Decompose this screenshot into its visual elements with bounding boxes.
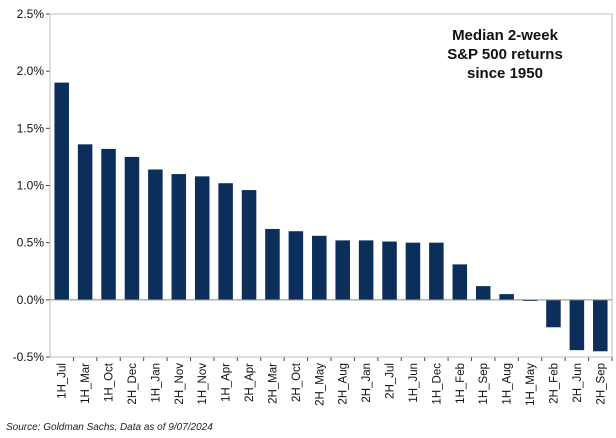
- source-note: Source: Goldman Sachs, Data as of 9/07/2…: [6, 422, 213, 433]
- plot-frame: [49, 13, 613, 358]
- y-tick-label: -0.5%: [13, 350, 45, 364]
- bar-2h-oct: [288, 231, 304, 300]
- chart-title: Median 2-week S&P 500 returns since 1950: [420, 26, 590, 83]
- x-tick-label: 2H_Apr: [244, 363, 256, 402]
- bar-2h-jun: [569, 299, 585, 351]
- bar-1h-feb: [452, 264, 468, 300]
- bar-2h-dec: [124, 156, 140, 300]
- x-tick-label: 2H_May: [314, 363, 326, 406]
- y-axis-ticks: 2.5% 2.0% 1.5% 1.0% 0.5% 0.0% -0.5%: [13, 7, 50, 364]
- bar-1h-jun: [405, 242, 421, 300]
- x-tick-label: 1H_Dec: [431, 363, 443, 405]
- bar-2h-mar: [265, 228, 280, 300]
- chart-title-line-2: S&P 500 returns: [447, 46, 563, 63]
- x-tick-label: 2H_Mar: [267, 363, 279, 404]
- bars: [54, 82, 608, 352]
- x-tick-label: 2H_Aug: [338, 363, 350, 405]
- y-tick-label: 2.0%: [17, 64, 45, 78]
- bar-1h-dec: [429, 242, 444, 300]
- bar-1h-oct: [101, 148, 116, 300]
- x-tick-label: 1H_Nov: [197, 363, 209, 405]
- y-tick-label: 1.5%: [17, 121, 45, 135]
- x-tick-label: 1H_Mar: [80, 363, 92, 404]
- x-tick-label: 2H_Sep: [595, 363, 607, 405]
- bar-1h-aug: [499, 294, 514, 300]
- bar-2h-nov: [171, 174, 187, 300]
- bar-1h-jan: [148, 169, 163, 300]
- y-tick-label: 0.0%: [17, 293, 45, 307]
- bar-2h-may: [312, 235, 327, 300]
- x-tick-label: 2H_Oct: [291, 362, 303, 402]
- x-tick-label: 2H_Jul: [385, 363, 397, 399]
- x-tick-label: 1H_Jan: [150, 363, 162, 403]
- x-tick-label: 1H_Feb: [455, 363, 467, 404]
- bar-1h-sep: [475, 286, 491, 300]
- axes: [49, 13, 613, 358]
- x-tick-label: 1H_Apr: [221, 363, 233, 402]
- x-tick-label: 2H_Jun: [572, 363, 584, 403]
- x-tick-label: 2H_Dec: [127, 363, 139, 405]
- x-tick-label: 1H_Oct: [104, 362, 116, 402]
- bar-1h-may: [522, 299, 538, 301]
- chart-title-line-1: Median 2-week: [452, 27, 558, 44]
- bar-2h-jan: [358, 240, 374, 300]
- bar-2h-sep: [593, 299, 608, 352]
- x-axis-labels: 1H_Jul 1H_Mar 1H_Oct 2H_Dec 1H_Jan 2H_Nov 1H_N…: [57, 357, 613, 406]
- y-tick-label: 0.5%: [17, 236, 45, 250]
- bar-1h-nov: [194, 176, 210, 300]
- bar-2h-aug: [335, 240, 350, 300]
- bar-2h-jul: [382, 241, 397, 300]
- x-tick-label: 2H_Jan: [361, 363, 373, 403]
- x-tick-label: 1H_Sep: [478, 363, 490, 405]
- bar-1h-apr: [218, 183, 233, 300]
- x-tick-label: 1H_Jul: [57, 363, 69, 399]
- chart-title-line-3: since 1950: [467, 65, 543, 82]
- x-tick-label: 1H_May: [525, 363, 537, 406]
- y-tick-label: 1.0%: [17, 179, 45, 193]
- x-tick-label: 2H_Nov: [174, 363, 186, 405]
- y-tick-label: 2.5%: [17, 7, 45, 21]
- x-tick-label: 1H_Jun: [408, 363, 420, 403]
- bar-1h-jul: [54, 82, 69, 300]
- bar-2h-apr: [241, 190, 257, 300]
- bar-1h-mar: [77, 144, 93, 300]
- bar-2h-feb: [546, 299, 561, 328]
- x-tick-label: 1H_Aug: [502, 363, 514, 405]
- x-tick-label: 2H_Feb: [548, 363, 560, 404]
